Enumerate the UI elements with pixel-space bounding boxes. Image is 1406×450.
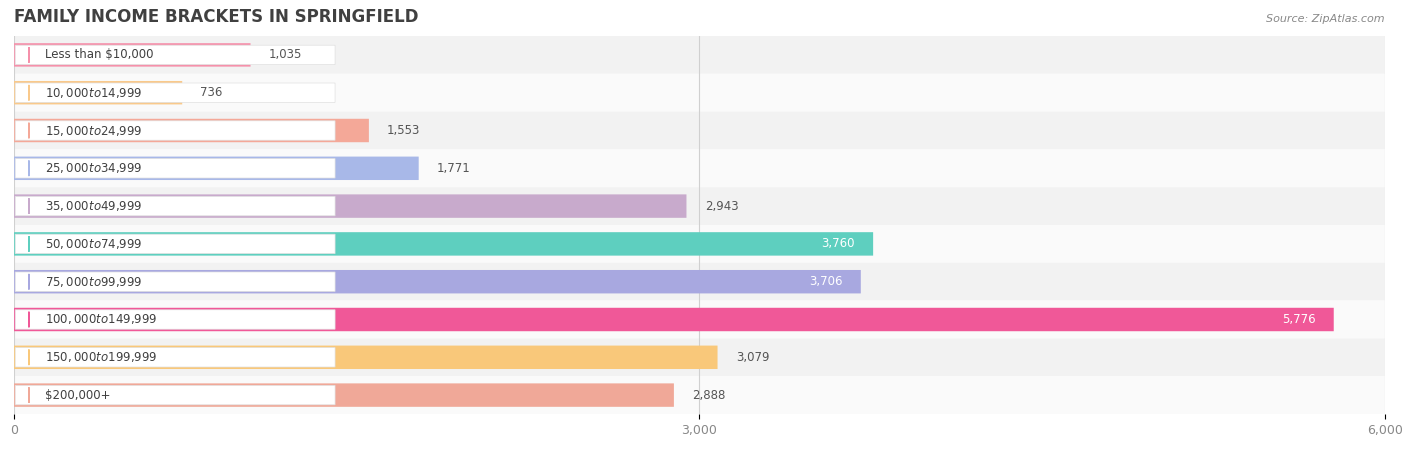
- FancyBboxPatch shape: [14, 112, 1385, 149]
- Text: $150,000 to $199,999: $150,000 to $199,999: [45, 350, 157, 365]
- Text: $100,000 to $149,999: $100,000 to $149,999: [45, 312, 157, 327]
- FancyBboxPatch shape: [15, 310, 335, 329]
- FancyBboxPatch shape: [14, 232, 873, 256]
- Text: 3,706: 3,706: [808, 275, 842, 288]
- Text: 3,079: 3,079: [735, 351, 769, 364]
- Text: 1,553: 1,553: [387, 124, 420, 137]
- FancyBboxPatch shape: [14, 346, 717, 369]
- Text: $35,000 to $49,999: $35,000 to $49,999: [45, 199, 142, 213]
- Text: 736: 736: [201, 86, 224, 99]
- Text: $50,000 to $74,999: $50,000 to $74,999: [45, 237, 142, 251]
- FancyBboxPatch shape: [14, 308, 1334, 331]
- Text: $75,000 to $99,999: $75,000 to $99,999: [45, 274, 142, 289]
- FancyBboxPatch shape: [14, 194, 686, 218]
- Text: Source: ZipAtlas.com: Source: ZipAtlas.com: [1267, 14, 1385, 23]
- FancyBboxPatch shape: [14, 119, 368, 142]
- Text: Less than $10,000: Less than $10,000: [45, 49, 153, 61]
- FancyBboxPatch shape: [15, 272, 335, 292]
- FancyBboxPatch shape: [14, 225, 1385, 263]
- Text: 2,888: 2,888: [692, 389, 725, 401]
- Text: $15,000 to $24,999: $15,000 to $24,999: [45, 123, 142, 138]
- Text: $200,000+: $200,000+: [45, 389, 111, 401]
- FancyBboxPatch shape: [15, 158, 335, 178]
- FancyBboxPatch shape: [15, 347, 335, 367]
- Text: $10,000 to $14,999: $10,000 to $14,999: [45, 86, 142, 100]
- Text: 5,776: 5,776: [1282, 313, 1316, 326]
- FancyBboxPatch shape: [15, 234, 335, 254]
- FancyBboxPatch shape: [14, 301, 1385, 338]
- FancyBboxPatch shape: [14, 36, 1385, 74]
- FancyBboxPatch shape: [14, 74, 1385, 112]
- FancyBboxPatch shape: [14, 81, 183, 104]
- FancyBboxPatch shape: [14, 43, 250, 67]
- FancyBboxPatch shape: [15, 121, 335, 140]
- FancyBboxPatch shape: [15, 83, 335, 103]
- FancyBboxPatch shape: [14, 157, 419, 180]
- Text: $25,000 to $34,999: $25,000 to $34,999: [45, 161, 142, 176]
- FancyBboxPatch shape: [14, 376, 1385, 414]
- FancyBboxPatch shape: [15, 385, 335, 405]
- FancyBboxPatch shape: [14, 270, 860, 293]
- FancyBboxPatch shape: [14, 338, 1385, 376]
- Text: 2,943: 2,943: [704, 200, 738, 212]
- Text: 1,771: 1,771: [437, 162, 471, 175]
- FancyBboxPatch shape: [14, 187, 1385, 225]
- Text: 1,035: 1,035: [269, 49, 302, 61]
- FancyBboxPatch shape: [14, 383, 673, 407]
- Text: 3,760: 3,760: [821, 238, 855, 250]
- FancyBboxPatch shape: [14, 149, 1385, 187]
- Text: FAMILY INCOME BRACKETS IN SPRINGFIELD: FAMILY INCOME BRACKETS IN SPRINGFIELD: [14, 8, 419, 26]
- FancyBboxPatch shape: [14, 263, 1385, 301]
- FancyBboxPatch shape: [15, 45, 335, 65]
- FancyBboxPatch shape: [15, 196, 335, 216]
